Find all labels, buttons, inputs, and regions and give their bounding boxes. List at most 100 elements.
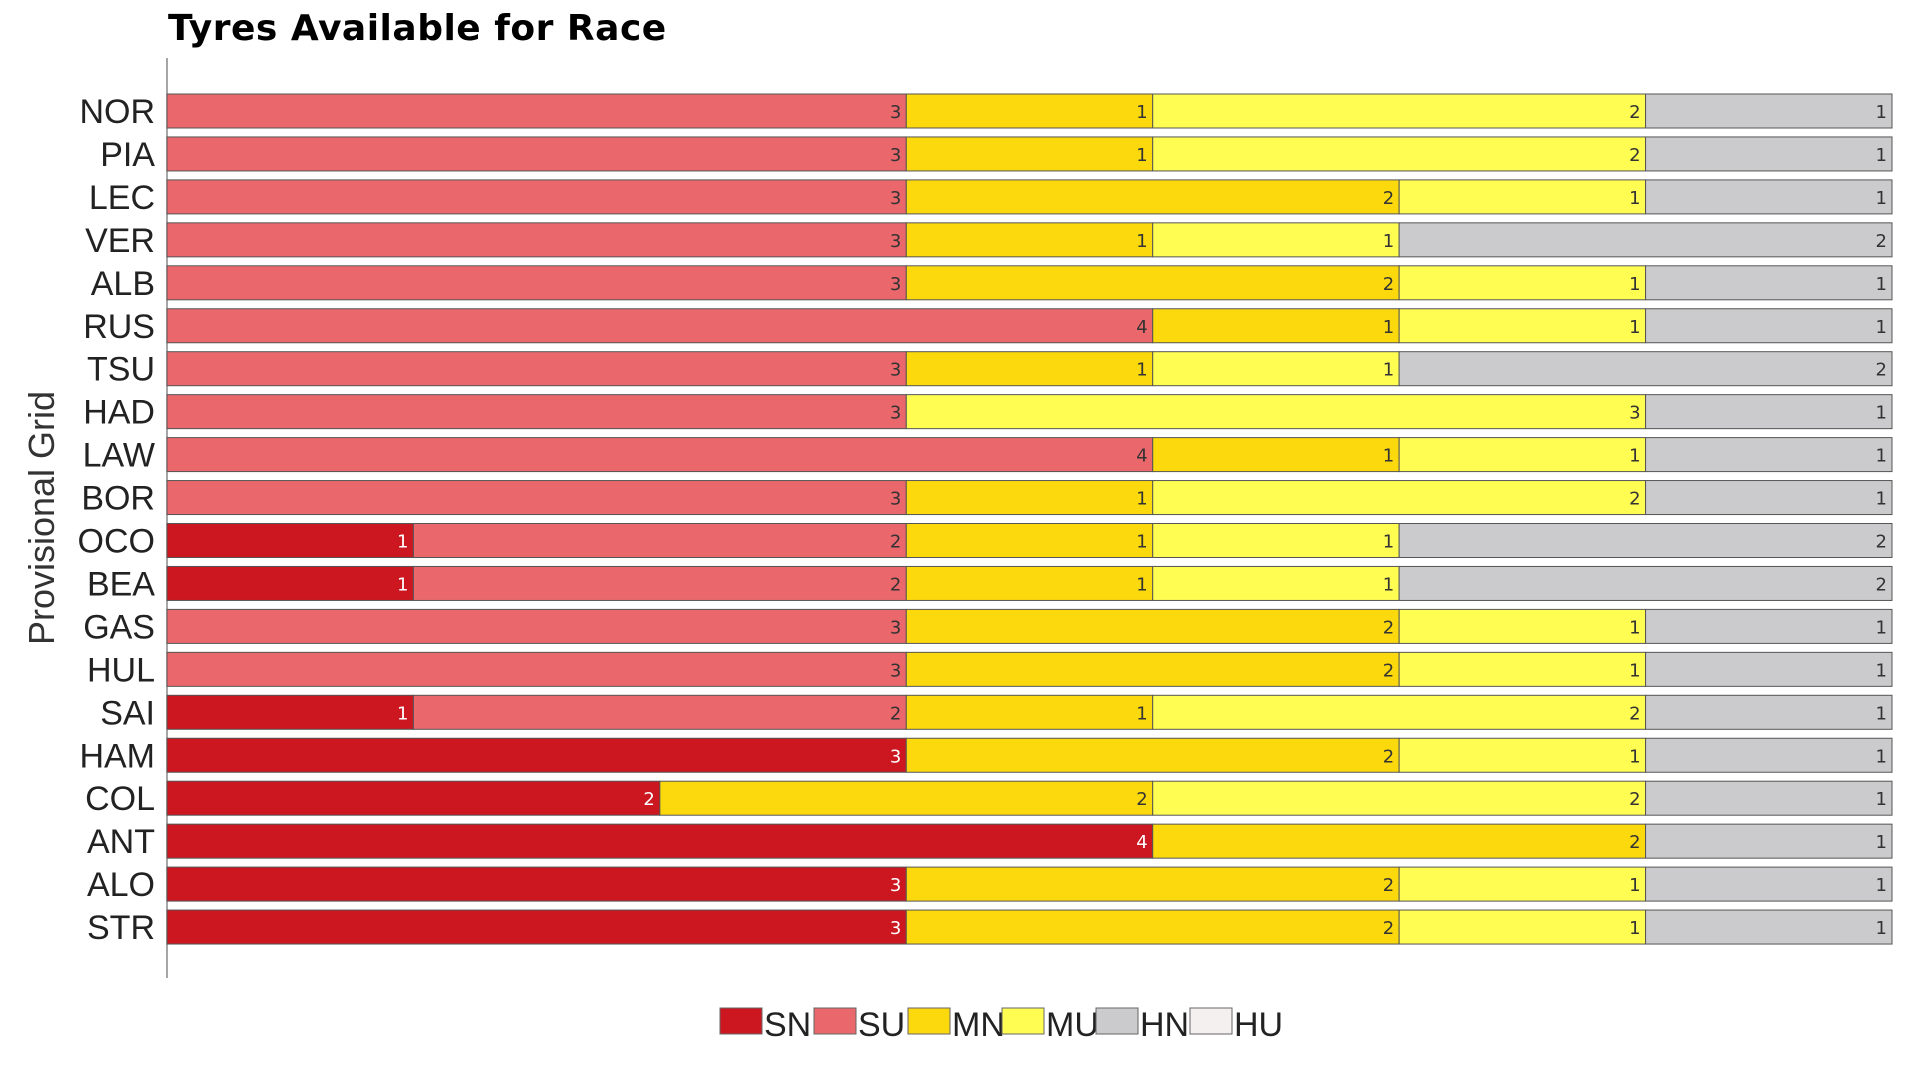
bar-segment <box>1645 866 1893 902</box>
bar-value-label: 1 <box>1629 875 1640 896</box>
bar-value-label: 1 <box>397 574 408 595</box>
legend: SN SU MN MU HN HU <box>719 1006 1283 1044</box>
bar-segment <box>1398 179 1647 215</box>
bar-value-label: 2 <box>1383 746 1394 767</box>
bar-segment <box>412 694 907 730</box>
bar-value-label: 1 <box>1629 274 1640 295</box>
bar-segment <box>1645 823 1893 859</box>
bar-segment <box>1398 909 1647 945</box>
bar-segment <box>905 737 1400 773</box>
bar-value-label: 2 <box>1629 832 1640 853</box>
legend-swatch <box>813 1007 857 1035</box>
bar-value-label: 2 <box>1383 274 1394 295</box>
bar-segment <box>905 608 1400 644</box>
bar-value-label: 2 <box>1383 875 1394 896</box>
bar-segment <box>659 780 1154 816</box>
bar-segment <box>905 480 1154 516</box>
legend-swatch <box>907 1007 951 1035</box>
bar-segment <box>166 308 1154 344</box>
bar-segment <box>1645 694 1893 730</box>
bar-value-label: 1 <box>1136 145 1147 166</box>
bar-value-label: 1 <box>1629 660 1640 681</box>
y-tick-label: COL <box>85 780 155 818</box>
bar-segment <box>166 866 907 902</box>
bar-segment <box>1152 437 1400 473</box>
bar-segment <box>1645 394 1893 430</box>
bar-segment <box>1645 179 1893 215</box>
bar-value-label: 1 <box>1629 317 1640 338</box>
bar-value-label: 2 <box>1383 617 1394 638</box>
bar-segment <box>1398 437 1647 473</box>
bar-value-label: 3 <box>890 489 901 510</box>
bar-segment <box>905 651 1400 687</box>
y-tick-label: STR <box>87 909 155 947</box>
bar-segment <box>1152 480 1647 516</box>
bar-value-label: 2 <box>1629 789 1640 810</box>
bar-segment <box>905 909 1400 945</box>
y-tick-label: ALB <box>91 265 155 303</box>
bar-segment <box>166 608 907 644</box>
bar-value-label: 1 <box>1383 574 1394 595</box>
bar-segment <box>166 394 907 430</box>
bar-segment <box>166 780 661 816</box>
bar-segment <box>905 93 1154 129</box>
bar-value-label: 2 <box>1629 489 1640 510</box>
y-tick-label: ANT <box>87 823 155 861</box>
bar-segment <box>1152 136 1647 172</box>
bar-segment <box>412 523 907 558</box>
bar-segment <box>1398 651 1647 687</box>
bar-value-label: 1 <box>1629 617 1640 638</box>
y-tick-label: HUL <box>87 651 155 689</box>
bar-segment <box>1645 480 1893 516</box>
bar-value-label: 1 <box>1136 231 1147 252</box>
bar-segment <box>1152 694 1647 730</box>
bar-segment <box>1152 222 1400 258</box>
chart-title: Tyres Available for Race <box>168 8 667 49</box>
bar-value-label: 1 <box>1876 703 1887 724</box>
bar-value-label: 3 <box>890 102 901 123</box>
y-tick-label: HAD <box>83 394 155 432</box>
bar-value-label: 1 <box>1876 446 1887 467</box>
bar-segment <box>166 136 907 172</box>
bar-segment <box>1645 909 1893 945</box>
bar-segment <box>166 480 907 516</box>
bar-value-label: 1 <box>1136 532 1147 553</box>
bar-value-label: 2 <box>643 789 654 810</box>
bar-value-label: 1 <box>1876 188 1887 209</box>
bar-segment <box>905 394 1647 430</box>
bar-segment <box>1398 265 1647 301</box>
bar-value-label: 1 <box>397 532 408 553</box>
bar-value-label: 1 <box>1876 274 1887 295</box>
bar-segment <box>166 694 414 730</box>
y-tick-label: PIA <box>100 136 155 174</box>
bar-value-label: 1 <box>1629 918 1640 939</box>
bar-segment <box>166 93 907 129</box>
bar-value-label: 1 <box>1629 188 1640 209</box>
y-tick-label: LAW <box>83 437 155 475</box>
bar-segment <box>1152 565 1400 601</box>
bar-segment <box>905 179 1400 215</box>
bar-value-label: 1 <box>1876 832 1887 853</box>
bar-value-label: 1 <box>397 703 408 724</box>
bar-segment <box>1645 608 1893 644</box>
bar-segment <box>905 694 1154 730</box>
bar-segment <box>166 523 414 558</box>
y-tick-label: VER <box>85 222 155 260</box>
y-tick-label: LEC <box>89 179 155 217</box>
bar-value-label: 1 <box>1876 875 1887 896</box>
bar-segment <box>166 179 907 215</box>
bar-value-label: 2 <box>1383 188 1394 209</box>
bar-value-label: 1 <box>1876 102 1887 123</box>
bar-value-label: 1 <box>1136 489 1147 510</box>
bar-segment <box>166 651 907 687</box>
bar-value-label: 4 <box>1136 832 1147 853</box>
legend-label: HU <box>1234 1006 1283 1044</box>
bar-value-label: 1 <box>1629 446 1640 467</box>
bar-segment <box>166 823 1154 859</box>
bar-segment <box>166 265 907 301</box>
y-tick-label: ALO <box>87 866 155 904</box>
bar-value-label: 1 <box>1136 360 1147 381</box>
bar-value-label: 3 <box>1629 403 1640 424</box>
bar-segment <box>412 565 907 601</box>
